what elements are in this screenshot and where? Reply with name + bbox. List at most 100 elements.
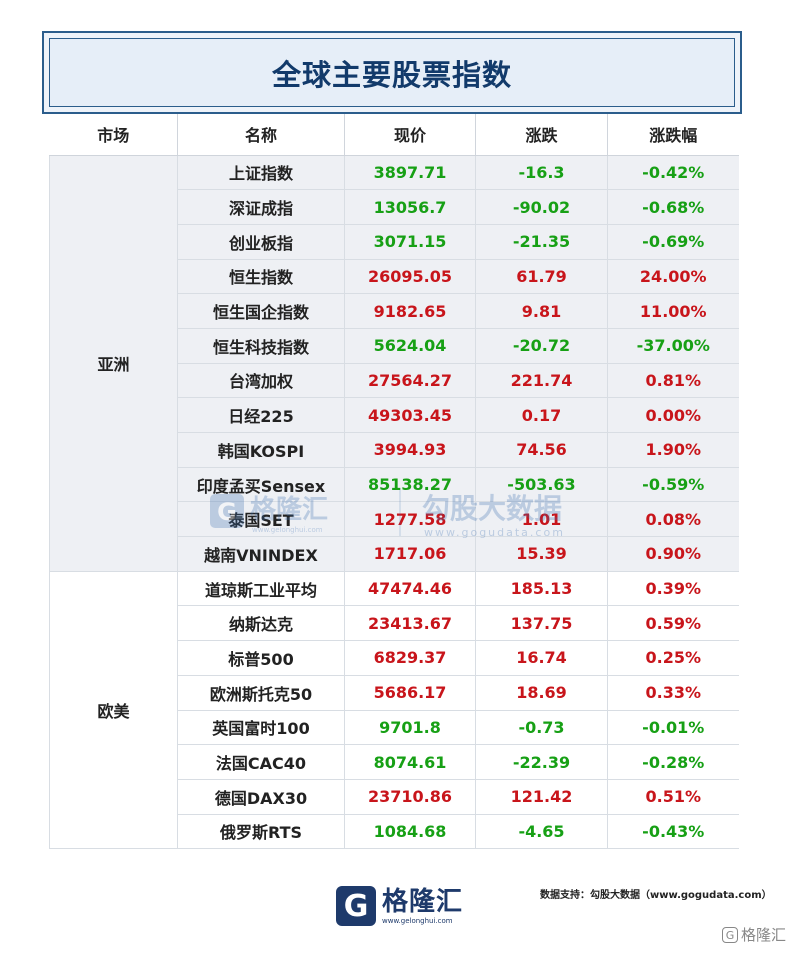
price-cell: 5624.04 [344, 328, 476, 364]
price-cell: 1084.68 [344, 814, 476, 850]
price-cell: 8074.61 [344, 744, 476, 780]
index-table: 市场 名称 现价 涨跌 涨跌幅 亚洲 上证指数 3897.71 -16.3 -0.42%… [49, 114, 739, 850]
change-pct-cell: 0.90% [607, 536, 739, 572]
table-row: 创业板指 3071.15 -21.35 -0.69% [50, 224, 739, 260]
table-row: 恒生指数 26095.05 61.79 24.00% [50, 259, 739, 295]
index-name-cell: 俄罗斯RTS [177, 814, 345, 850]
change-cell: 15.39 [475, 536, 608, 572]
table-row: 英国富时100 9701.8 -0.73 -0.01% [50, 710, 739, 746]
header-change: 涨跌 [475, 114, 608, 156]
price-cell: 49303.45 [344, 397, 476, 433]
change-pct-cell: 0.33% [607, 675, 739, 711]
change-cell: -21.35 [475, 224, 608, 260]
change-cell: 137.75 [475, 605, 608, 642]
logo-url: www.gelonghui.com [382, 916, 453, 925]
index-name-cell: 德国DAX30 [177, 779, 345, 815]
change-cell: 0.17 [475, 397, 608, 433]
index-name-cell: 台湾加权 [177, 363, 345, 399]
change-cell: 16.74 [475, 640, 608, 676]
table-row: 德国DAX30 23710.86 121.42 0.51% [50, 779, 739, 815]
change-pct-cell: 0.59% [607, 605, 739, 642]
logo-name: 格隆汇 [382, 886, 464, 917]
index-name-cell: 法国CAC40 [177, 744, 345, 780]
index-name-cell: 越南VNINDEX [177, 536, 345, 572]
logo-icon: G [336, 886, 376, 926]
change-pct-cell: 0.25% [607, 640, 739, 676]
index-name-cell: 道琼斯工业平均 [177, 571, 345, 607]
title-inner: 全球主要股票指数 [49, 38, 735, 107]
change-pct-cell: 24.00% [607, 259, 739, 295]
change-cell: 221.74 [475, 363, 608, 399]
table-row: 法国CAC40 8074.61 -22.39 -0.28% [50, 744, 739, 780]
table-row: 恒生国企指数 9182.65 9.81 11.00% [50, 293, 739, 329]
change-pct-cell: 0.00% [607, 397, 739, 433]
market-cell: 亚洲 [49, 155, 178, 572]
table-row: 纳斯达克 23413.67 137.75 0.59% [50, 605, 739, 642]
index-name-cell: 英国富时100 [177, 710, 345, 746]
price-cell: 47474.46 [344, 571, 476, 607]
price-cell: 1717.06 [344, 536, 476, 572]
change-pct-cell: 0.51% [607, 779, 739, 815]
corner-label: 格隆汇 [740, 926, 786, 944]
change-cell: -20.72 [475, 328, 608, 364]
change-cell: 121.42 [475, 779, 608, 815]
change-cell: -22.39 [475, 744, 608, 780]
table-row: 台湾加权 27564.27 221.74 0.81% [50, 363, 739, 399]
corner-logo-icon: G [721, 926, 738, 943]
price-cell: 9701.8 [344, 710, 476, 746]
change-cell: -16.3 [475, 155, 608, 191]
price-cell: 5686.17 [344, 675, 476, 711]
price-cell: 27564.27 [344, 363, 476, 399]
change-pct-cell: 0.81% [607, 363, 739, 399]
change-pct-cell: 1.90% [607, 432, 739, 468]
index-name-cell: 标普500 [177, 640, 345, 676]
change-cell: 74.56 [475, 432, 608, 468]
table-row: 亚洲 上证指数 3897.71 -16.3 -0.42% [49, 155, 739, 572]
header-price: 现价 [344, 114, 476, 156]
index-name-cell: 深证成指 [177, 189, 345, 225]
header-market: 市场 [49, 114, 178, 156]
change-pct-cell: -0.01% [607, 710, 739, 746]
price-cell: 23710.86 [344, 779, 476, 815]
table-row: 韩国KOSPI 3994.93 74.56 1.90% [50, 432, 739, 468]
index-name-cell: 创业板指 [177, 224, 345, 260]
change-cell: -90.02 [475, 189, 608, 225]
table-row: 日经225 49303.45 0.17 0.00% [50, 397, 739, 433]
change-cell: 9.81 [475, 293, 608, 329]
data-source-note: 数据支持：勾股大数据（www.gogudata.com） [540, 890, 772, 901]
price-cell: 6829.37 [344, 640, 476, 676]
price-cell: 9182.65 [344, 293, 476, 329]
index-name-cell: 上证指数 [177, 155, 345, 191]
index-name-cell: 韩国KOSPI [177, 432, 345, 468]
change-cell: -503.63 [475, 467, 608, 503]
logo-text: 格隆汇 www.gelonghui.com [382, 887, 463, 926]
table-row: 泰国SET 1277.58 1.01 0.08% [50, 501, 739, 538]
change-pct-cell: 0.08% [607, 501, 739, 538]
table-row: 印度孟买Sensex 85138.27 -503.63 -0.59% [50, 467, 739, 503]
change-pct-cell: -0.68% [607, 189, 739, 225]
index-name-cell: 日经225 [177, 397, 345, 433]
price-cell: 1277.58 [344, 501, 476, 538]
index-name-cell: 纳斯达克 [177, 605, 345, 642]
table-row: 欧洲斯托克50 5686.17 18.69 0.33% [50, 675, 739, 711]
price-cell: 13056.7 [344, 189, 476, 225]
index-name-cell: 泰国SET [177, 501, 345, 538]
page-title: 全球主要股票指数 [271, 57, 512, 92]
price-cell: 3994.93 [344, 432, 476, 468]
table-row: 标普500 6829.37 16.74 0.25% [50, 640, 739, 676]
price-cell: 23413.67 [344, 605, 476, 642]
index-name-cell: 恒生国企指数 [177, 293, 345, 329]
footer-logo: G 格隆汇 www.gelonghui.com [336, 884, 486, 928]
index-name-cell: 印度孟买Sensex [177, 467, 345, 503]
change-cell: 18.69 [475, 675, 608, 711]
index-name-cell: 恒生科技指数 [177, 328, 345, 364]
change-pct-cell: -37.00% [607, 328, 739, 364]
change-pct-cell: 11.00% [607, 293, 739, 329]
change-cell: 61.79 [475, 259, 608, 295]
change-pct-cell: -0.28% [607, 744, 739, 780]
price-cell: 26095.05 [344, 259, 476, 295]
header-name: 名称 [177, 114, 345, 156]
change-cell: -4.65 [475, 814, 608, 850]
corner-watermark: G 格隆汇 [721, 924, 786, 945]
index-name-cell: 欧洲斯托克50 [177, 675, 345, 711]
